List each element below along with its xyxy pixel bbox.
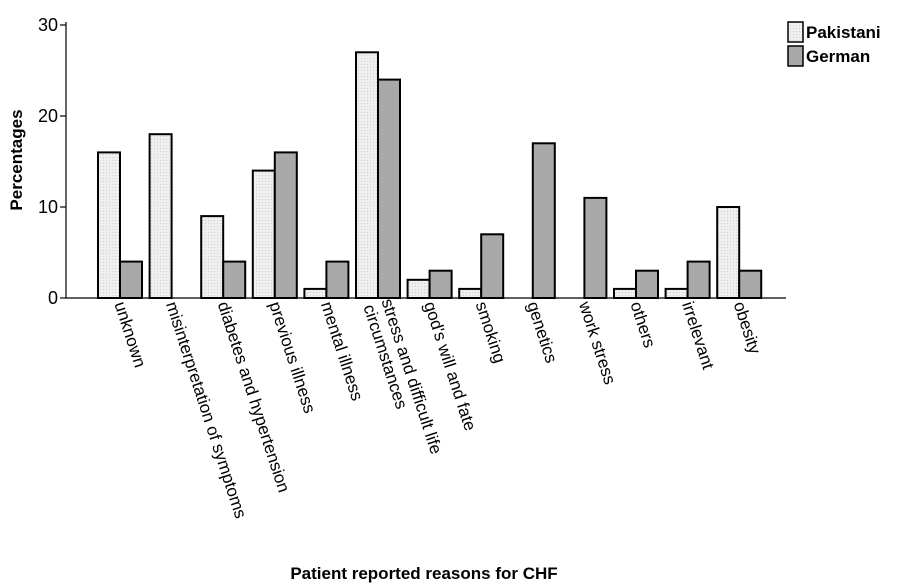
y-tick-label: 10: [38, 197, 58, 217]
bar-german-2: [222, 260, 247, 300]
y-axis-title: Percentages: [7, 109, 26, 210]
bar-german-6: [428, 269, 453, 300]
category-label-line: work stress: [575, 298, 620, 387]
bar-german-3: [273, 151, 298, 299]
category-label-line: previous illness: [265, 299, 319, 415]
bar-german-5: [377, 78, 401, 299]
bar-pakistani-1: [148, 133, 173, 299]
legend-swatch-pakistani: [787, 21, 804, 43]
bar-pakistani-7: [458, 287, 483, 299]
category-label: genetics: [523, 299, 561, 365]
bar-german-0: [119, 260, 143, 300]
bar-pakistani-11: [664, 287, 689, 299]
bar-pakistani-12: [716, 206, 741, 299]
y-ticks: 0 10 20 30: [38, 15, 66, 308]
bar-german-8: [531, 142, 556, 299]
category-label: previous illness: [265, 299, 319, 415]
bar-german-4: [325, 260, 350, 300]
bar-german-11: [686, 260, 711, 300]
bar-pakistani-10: [613, 287, 637, 299]
category-label: work stress: [575, 298, 620, 387]
category-label-line: others: [626, 299, 659, 350]
legend-label-german: German: [806, 47, 870, 66]
legend-label-pakistani: Pakistani: [806, 23, 881, 42]
y-tick-label: 30: [38, 15, 58, 35]
category-labels: unknown misinterpretation of symptomsdiab…: [110, 296, 764, 520]
bar-german-12: [738, 269, 763, 300]
bar-pakistani-4: [303, 287, 328, 299]
category-label-line: mental illness: [317, 299, 367, 403]
bars-layer: [97, 51, 763, 300]
bar-pakistani-2: [200, 215, 225, 300]
category-label: mental illness: [317, 299, 367, 403]
bar-german-10: [635, 269, 659, 300]
bar-german-9: [583, 196, 608, 299]
category-label: irrelevant: [678, 299, 718, 372]
category-label-line: obesity: [730, 299, 765, 357]
category-label: obesity: [730, 299, 765, 357]
category-label-line: genetics: [523, 299, 561, 365]
category-label-line: smoking: [472, 299, 510, 365]
bar-pakistani-5: [355, 51, 379, 299]
category-label: others: [626, 299, 659, 350]
category-label: smoking: [472, 299, 510, 365]
bar-pakistani-3: [251, 169, 276, 300]
bar-german-7: [480, 233, 505, 300]
y-tick-label: 0: [48, 288, 58, 308]
category-label-line: irrelevant: [678, 299, 718, 372]
legend: Pakistani German: [787, 21, 881, 67]
legend-swatch-german: [787, 45, 804, 67]
x-axis-title: Patient reported reasons for CHF: [290, 564, 557, 583]
category-label-line: unknown: [110, 299, 149, 370]
y-tick-label: 20: [38, 106, 58, 126]
bar-pakistani-0: [97, 151, 121, 299]
category-label: unknown: [110, 299, 149, 370]
bar-pakistani-6: [406, 278, 431, 299]
